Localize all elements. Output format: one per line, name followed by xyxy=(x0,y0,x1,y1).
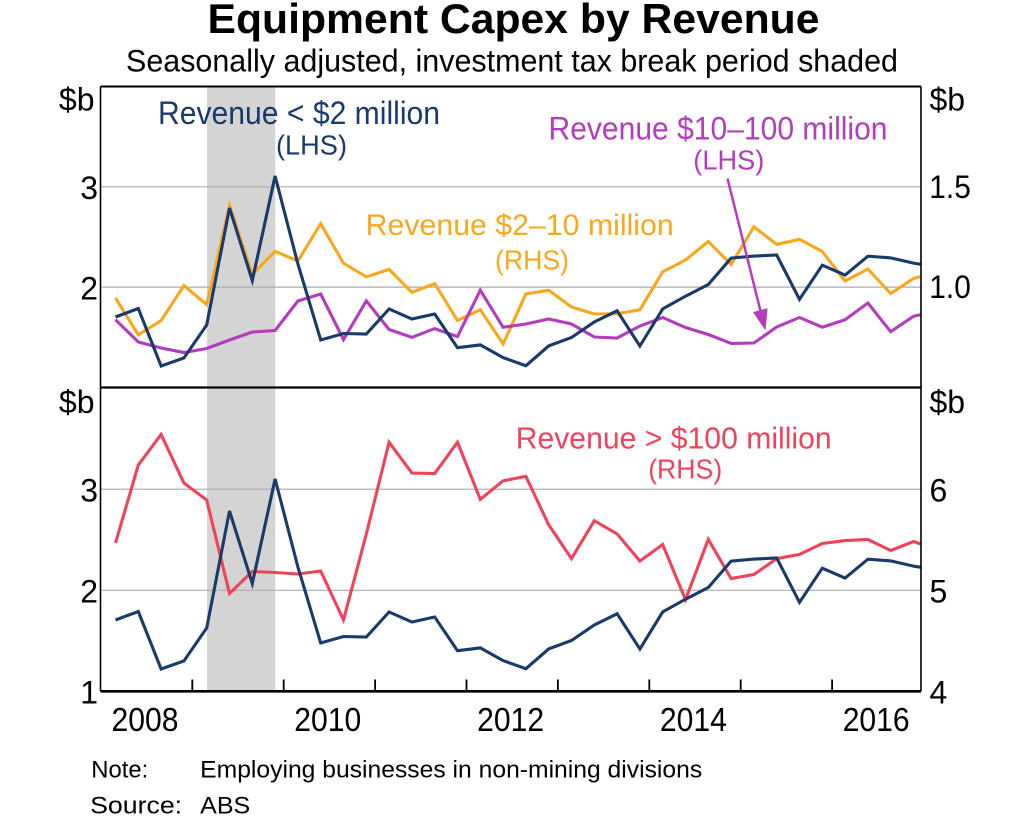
svg-text:4: 4 xyxy=(930,675,948,711)
svg-text:$b: $b xyxy=(930,81,966,117)
svg-text:1.0: 1.0 xyxy=(929,269,971,305)
svg-text:2012: 2012 xyxy=(477,701,544,738)
svg-text:1.5: 1.5 xyxy=(929,169,971,205)
svg-text:2008: 2008 xyxy=(112,701,179,738)
svg-text:Seasonally adjusted, investmen: Seasonally adjusted, investment tax brea… xyxy=(126,43,898,79)
svg-text:5: 5 xyxy=(930,574,948,610)
svg-text:Source:: Source: xyxy=(90,792,182,819)
svg-text:(RHS): (RHS) xyxy=(495,244,569,275)
svg-text:Revenue < $2 million: Revenue < $2 million xyxy=(158,95,440,131)
svg-text:$b: $b xyxy=(59,81,95,117)
svg-text:Equipment Capex by Revenue: Equipment Capex by Revenue xyxy=(208,0,820,42)
svg-text:3: 3 xyxy=(80,170,98,206)
svg-text:Employing businesses in non-mi: Employing businesses in non-mining divis… xyxy=(200,756,702,783)
svg-text:Revenue $2–10 million: Revenue $2–10 million xyxy=(366,209,674,242)
svg-text:2014: 2014 xyxy=(660,701,727,738)
svg-text:$b: $b xyxy=(59,384,95,420)
svg-text:1: 1 xyxy=(80,675,98,711)
svg-text:(LHS): (LHS) xyxy=(276,129,347,160)
svg-text:2: 2 xyxy=(80,270,98,306)
svg-text:2010: 2010 xyxy=(294,701,361,738)
svg-text:6: 6 xyxy=(930,472,948,508)
svg-text:3: 3 xyxy=(80,472,98,508)
svg-text:(RHS): (RHS) xyxy=(648,453,722,484)
svg-text:Revenue $10–100 million: Revenue $10–100 million xyxy=(549,110,888,146)
svg-text:Revenue > $100 million: Revenue > $100 million xyxy=(516,420,832,455)
svg-text:ABS: ABS xyxy=(200,792,250,819)
svg-text:Note:: Note: xyxy=(91,756,148,783)
svg-text:$b: $b xyxy=(930,384,966,420)
svg-text:2: 2 xyxy=(80,574,98,610)
svg-text:2016: 2016 xyxy=(843,701,910,738)
svg-text:(LHS): (LHS) xyxy=(693,144,764,175)
